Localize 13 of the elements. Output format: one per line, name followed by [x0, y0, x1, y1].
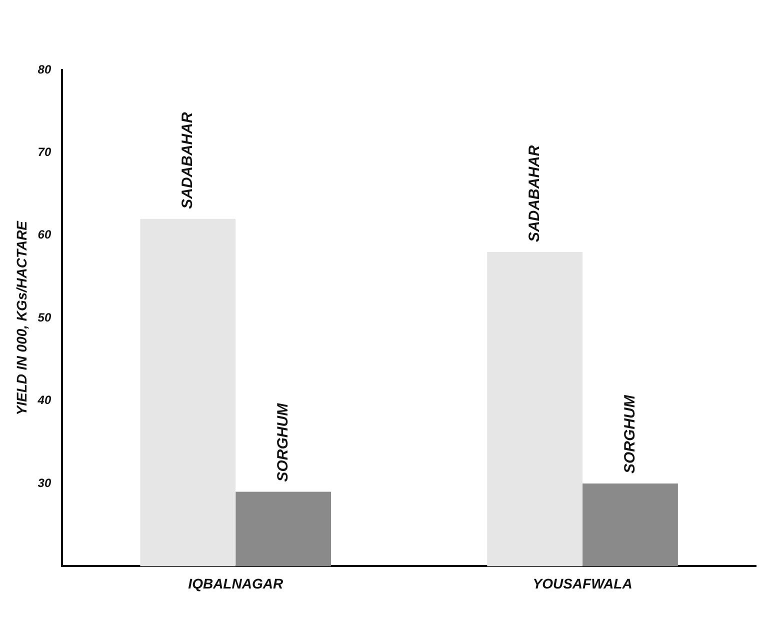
y-tick-label: 50 — [38, 310, 52, 324]
text: SORGHUM — [621, 395, 638, 474]
x-tick-label: IQBALNAGAR — [188, 575, 284, 592]
y-axis-title: YIELD IN 000, KGs/HACTARE — [13, 220, 30, 416]
y-tick-label: 40 — [36, 393, 52, 408]
y-tick-label: 30 — [38, 476, 52, 490]
y-tick-label: 80 — [38, 62, 52, 76]
y-tick-label: 70 — [38, 145, 52, 160]
text: SORGHUM — [274, 402, 292, 482]
y-tick-label: 60 — [38, 228, 52, 242]
text: SADABAHAR — [179, 112, 196, 209]
text: SADABAHAR — [526, 145, 543, 242]
x-tick-label: YOUSAFWALA — [532, 575, 632, 592]
